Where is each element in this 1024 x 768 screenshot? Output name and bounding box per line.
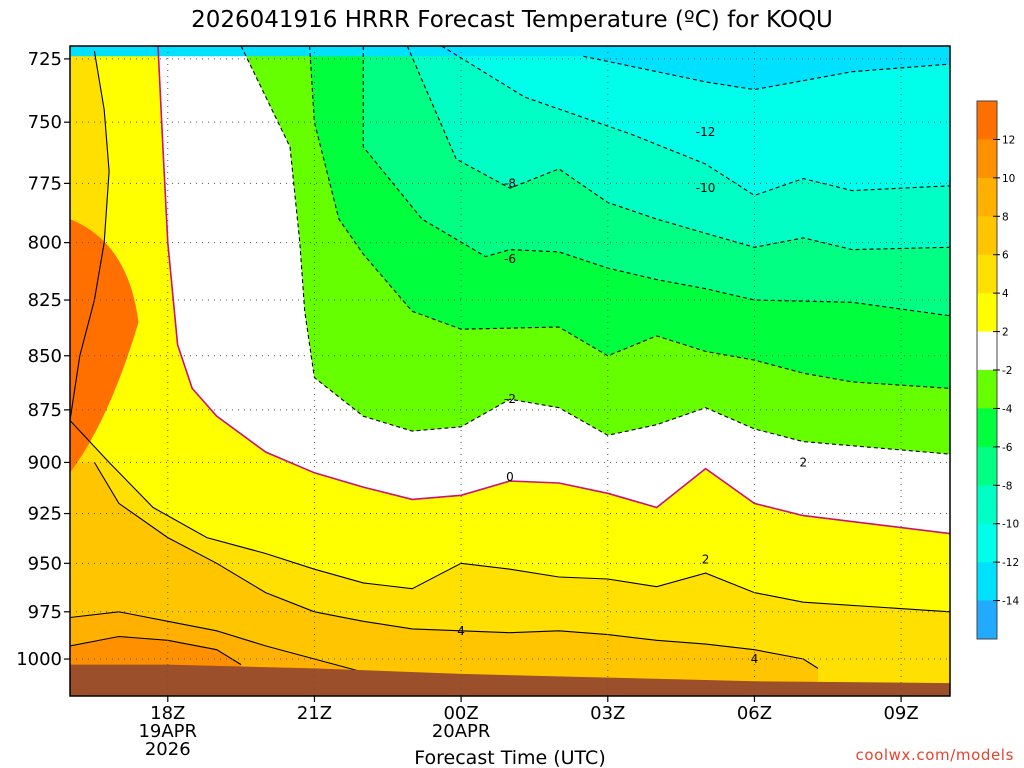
contour-label: -6 [504, 252, 516, 266]
contour-label: -10 [696, 181, 716, 195]
colorbar-swatch [977, 293, 997, 333]
warm-core [70, 219, 139, 473]
x-tick-label: 18Z [150, 703, 185, 724]
colorbar-swatch [977, 600, 997, 640]
contour--6 [362, 46, 950, 317]
colorbar-swatch [977, 331, 997, 371]
colorbar-label: -2 [1002, 365, 1012, 377]
x-tick-label: 19APR [138, 721, 197, 742]
contour-4 [93, 462, 819, 669]
y-axis: 725 750 775 800 825 850 875 900 925 950 975 1000 [16, 49, 70, 670]
contour-label: -8 [504, 176, 516, 190]
colorbar-label: -12 [1002, 557, 1019, 569]
colorbar-label: -6 [1002, 442, 1013, 454]
ground [70, 664, 950, 696]
contour-0 [157, 46, 950, 535]
colorbar-label: -8 [1002, 480, 1012, 492]
contour-label: 0 [506, 470, 514, 484]
colorbar-swatch [977, 370, 997, 409]
contour-2 [70, 51, 950, 613]
colorbar-swatch [977, 485, 997, 525]
chart-title: 2026041916 HRRR Forecast Temperature (ºC… [191, 7, 833, 33]
x-tick-label: 09Z [883, 703, 918, 724]
colorbar-label: -14 [1002, 596, 1019, 608]
colorbar-swatch [977, 523, 997, 563]
contour--2 [240, 46, 950, 455]
contour-label: 2 [800, 455, 808, 469]
y-tick-label: 775 [28, 173, 62, 194]
x-axis-label: Forecast Time (UTC) [414, 747, 605, 768]
contour--10 [441, 46, 950, 197]
y-tick-label: 1000 [16, 649, 62, 670]
y-tick-label: 875 [28, 400, 62, 421]
plot-area: -12-10-8-6-202442 [70, 46, 950, 696]
colorbar-label: 2 [1002, 327, 1009, 339]
contour-label: 2 [702, 552, 710, 566]
colorbar-swatch [977, 139, 997, 179]
contour--4 [309, 46, 950, 389]
y-tick-label: 900 [28, 452, 62, 473]
colorbar-swatch [977, 446, 997, 486]
colorbar-label: 12 [1002, 134, 1015, 146]
colorbar-label: -10 [1002, 519, 1019, 531]
contour-label: -2 [504, 392, 516, 406]
y-tick-label: 850 [28, 346, 62, 367]
y-tick-label: 800 [28, 233, 62, 254]
y-tick-label: 950 [28, 553, 62, 574]
colorbar-swatch [977, 254, 997, 294]
colorbar-label: -4 [1002, 403, 1013, 415]
colorbar-label: 6 [1002, 250, 1009, 262]
colorbar-swatch [977, 408, 997, 448]
colorbar-label: 4 [1002, 288, 1009, 300]
colorbar-label: 10 [1002, 173, 1015, 185]
y-tick-label: 825 [28, 290, 62, 311]
x-tick-label: 21Z [297, 703, 332, 724]
colorbar-label: 8 [1002, 211, 1009, 223]
y-tick-label: 750 [28, 112, 62, 133]
band--10 [441, 46, 950, 196]
grid-lines [70, 46, 950, 696]
colorbar-swatch [977, 216, 997, 256]
colorbar-swatch [977, 177, 997, 217]
contour-6 [70, 611, 413, 679]
x-tick-label: 20APR [432, 721, 491, 742]
x-tick-label: 00Z [443, 703, 478, 724]
colorbar-swatch [977, 562, 997, 602]
contour-label: 4 [457, 624, 465, 638]
y-tick-label: 925 [28, 504, 62, 525]
contour--8 [406, 46, 950, 251]
credit-text: coolwx.com/models [856, 746, 1015, 764]
band--12 [70, 46, 950, 90]
colorbar: 12 10 8 6 4 2 -2 -4 -6 -8 -10 -12 -14 [976, 100, 1019, 640]
x-tick-label: 03Z [590, 703, 625, 724]
plot-frame [69, 45, 951, 697]
contour-label: -12 [696, 125, 716, 139]
x-tick-label: 06Z [737, 703, 772, 724]
y-tick-label: 975 [28, 602, 62, 623]
colorbar-swatch [977, 101, 997, 140]
x-tick-label: 2026 [145, 739, 191, 760]
y-tick-label: 725 [28, 49, 62, 70]
